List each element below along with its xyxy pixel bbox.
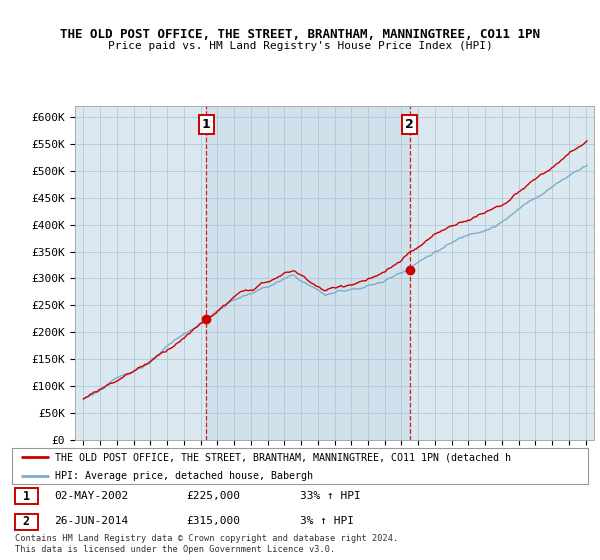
Text: 1: 1 [202, 118, 211, 130]
Text: THE OLD POST OFFICE, THE STREET, BRANTHAM, MANNINGTREE, CO11 1PN (detached h: THE OLD POST OFFICE, THE STREET, BRANTHA… [55, 452, 511, 462]
Text: 33% ↑ HPI: 33% ↑ HPI [300, 491, 361, 501]
Text: 2: 2 [23, 515, 30, 529]
Text: Contains HM Land Registry data © Crown copyright and database right 2024.: Contains HM Land Registry data © Crown c… [15, 534, 398, 543]
Text: 26-JUN-2014: 26-JUN-2014 [54, 516, 128, 526]
Text: 02-MAY-2002: 02-MAY-2002 [54, 491, 128, 501]
Text: £315,000: £315,000 [186, 516, 240, 526]
Text: HPI: Average price, detached house, Babergh: HPI: Average price, detached house, Babe… [55, 472, 313, 482]
Text: 3% ↑ HPI: 3% ↑ HPI [300, 516, 354, 526]
Text: £225,000: £225,000 [186, 491, 240, 501]
Text: THE OLD POST OFFICE, THE STREET, BRANTHAM, MANNINGTREE, CO11 1PN: THE OLD POST OFFICE, THE STREET, BRANTHA… [60, 28, 540, 41]
Text: 1: 1 [23, 489, 30, 503]
Text: 2: 2 [405, 118, 414, 130]
Text: This data is licensed under the Open Government Licence v3.0.: This data is licensed under the Open Gov… [15, 545, 335, 554]
Text: Price paid vs. HM Land Registry's House Price Index (HPI): Price paid vs. HM Land Registry's House … [107, 41, 493, 52]
